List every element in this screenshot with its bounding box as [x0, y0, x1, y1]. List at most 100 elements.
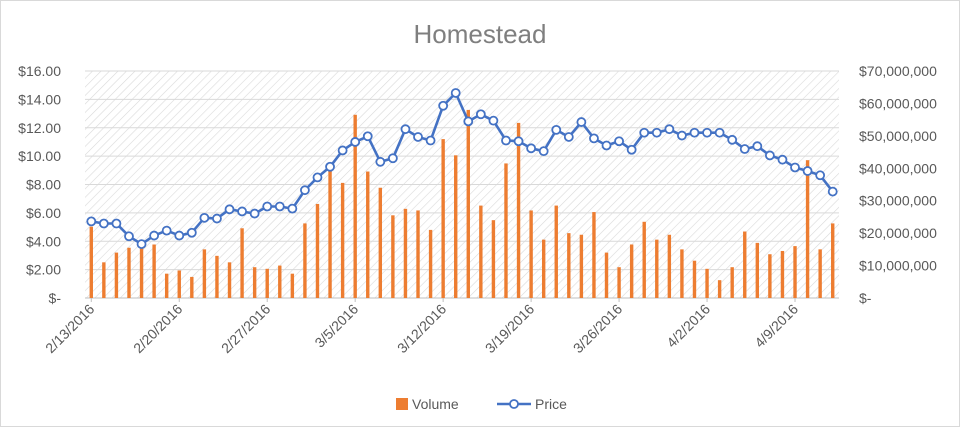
gridlines	[85, 70, 839, 299]
price-point	[98, 218, 109, 229]
price-point	[501, 135, 511, 146]
left-axis-tick-label: $8.00	[26, 177, 61, 193]
volume-bar	[730, 267, 734, 298]
right-axis-tick-label: $10,000,000	[859, 258, 937, 274]
price-point	[413, 132, 423, 142]
price-point	[576, 117, 587, 127]
price-point	[551, 124, 562, 135]
legend-volume-swatch	[396, 398, 408, 410]
volume-bar	[454, 155, 458, 298]
price-point	[777, 154, 788, 165]
x-axis-ticks: 2/13/2016 2/20/2016 2/27/2016 3/5/2016 3/12/…	[42, 298, 801, 356]
price-point	[149, 230, 160, 241]
x-axis-tick-label: 2/20/2016	[130, 301, 186, 357]
left-axis-tick-label: $10.00	[18, 148, 61, 164]
volume-bar	[491, 220, 496, 298]
volume-bar	[366, 171, 370, 298]
left-axis-tick-label: $12.00	[18, 120, 61, 136]
volume-bar	[353, 114, 357, 299]
price-point	[714, 127, 725, 138]
volume-bar	[604, 252, 609, 298]
price-point	[199, 212, 210, 223]
volume-bar	[290, 273, 295, 298]
volume-bar	[516, 122, 521, 298]
volume-bar	[177, 270, 181, 298]
x-axis-tick-label: 4/9/2016	[751, 301, 801, 351]
volume-bar	[303, 223, 307, 298]
price-point	[790, 162, 800, 173]
price-point	[626, 144, 637, 155]
volume-bar	[692, 260, 697, 298]
volume-bar	[743, 231, 747, 298]
price-point	[262, 201, 273, 212]
price-point	[274, 201, 285, 212]
volume-bar	[592, 212, 596, 298]
price-point	[186, 227, 197, 238]
price-point	[362, 131, 373, 142]
volume-bar	[416, 210, 420, 298]
price-point	[400, 124, 411, 135]
legend: Volume Price	[396, 396, 567, 412]
left-axis-tick-label: $6.00	[26, 205, 61, 221]
volume-bar	[541, 239, 546, 298]
right-axis-tick-label: $50,000,000	[859, 128, 937, 144]
volume-bar	[655, 239, 659, 298]
volume-bar	[265, 268, 269, 298]
volume-bar	[114, 252, 119, 298]
left-axis-tick-label: $4.00	[26, 233, 61, 249]
volume-bar	[340, 182, 345, 298]
volume-bar	[780, 250, 785, 298]
price-point	[337, 145, 348, 156]
price-point	[689, 127, 700, 138]
price-point	[212, 213, 222, 224]
volume-bar	[139, 247, 144, 298]
volume-bar	[102, 262, 106, 298]
right-axis-tick-label: $60,000,000	[859, 95, 937, 111]
volume-bar	[315, 203, 320, 298]
price-point	[325, 161, 335, 172]
volume-bar	[152, 244, 156, 298]
left-axis-ticks: $- $2.00 $4.00 $6.00 $8.00 $10.00 $12.00 $14.00…	[18, 63, 61, 306]
price-point	[463, 116, 474, 127]
price-point	[387, 153, 398, 164]
x-axis-tick-label: 2/13/2016	[42, 301, 98, 357]
volume-bar	[680, 249, 684, 298]
right-axis-tick-label: $20,000,000	[859, 225, 937, 241]
volume-bar	[278, 265, 282, 298]
price-point	[161, 225, 172, 236]
volume-bar	[227, 262, 232, 298]
price-point	[664, 124, 675, 135]
volume-bar	[252, 267, 257, 298]
volume-bar	[391, 215, 395, 298]
left-axis-tick-label: $16.00	[18, 63, 61, 79]
volume-bar	[240, 228, 244, 298]
legend-price-marker	[509, 399, 519, 409]
price-point	[450, 88, 461, 98]
volume-bar	[127, 247, 131, 298]
volume-bar	[89, 226, 93, 298]
price-point	[488, 115, 499, 126]
price-point	[438, 100, 449, 111]
volume-bar	[667, 234, 672, 298]
price-point	[651, 127, 662, 138]
legend-price-label: Price	[535, 396, 567, 412]
price-point	[136, 239, 147, 249]
price-point	[513, 136, 524, 147]
right-axis-tick-label: $40,000,000	[859, 160, 937, 176]
price-point	[124, 231, 134, 242]
left-axis-tick-label: $-	[49, 290, 62, 306]
price-point	[702, 127, 712, 138]
price-point	[174, 230, 185, 241]
volume-bar	[466, 109, 470, 299]
x-axis-tick-label: 3/26/2016	[570, 301, 626, 357]
left-axis-tick-label: $14.00	[18, 91, 61, 107]
right-axis-tick-label: $30,000,000	[859, 193, 937, 209]
price-point	[727, 134, 738, 145]
volume-bar	[805, 160, 810, 298]
price-point	[111, 218, 122, 229]
price-point	[475, 109, 486, 120]
volume-bar	[793, 246, 797, 298]
price-line-layer	[86, 88, 838, 249]
volume-bar	[705, 268, 709, 298]
